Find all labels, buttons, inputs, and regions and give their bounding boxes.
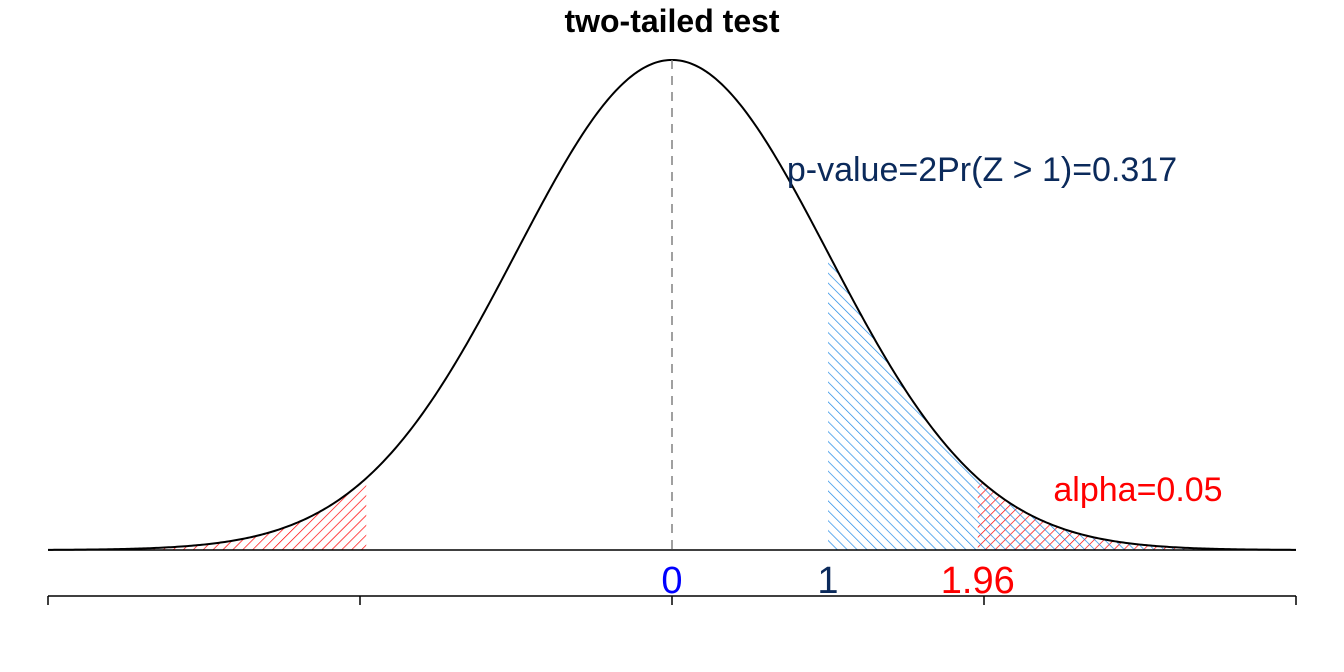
value-label: 1.96 (941, 560, 1015, 602)
x-axis (47, 595, 1297, 605)
value-labels: 0 1 1.96 (661, 560, 1014, 602)
chart-title: two-tailed test (564, 3, 779, 39)
density-curve-layer (47, 58, 1297, 551)
value-label: 0 (661, 560, 682, 602)
p-value-annotation: p-value=2Pr(Z > 1)=0.317 (787, 151, 1177, 189)
alpha-left-region (48, 478, 367, 550)
shaded-regions (48, 252, 1296, 550)
value-label: 1 (817, 560, 838, 602)
p-value-right-region (828, 252, 1296, 550)
alpha-annotation: alpha=0.05 (1053, 471, 1222, 509)
